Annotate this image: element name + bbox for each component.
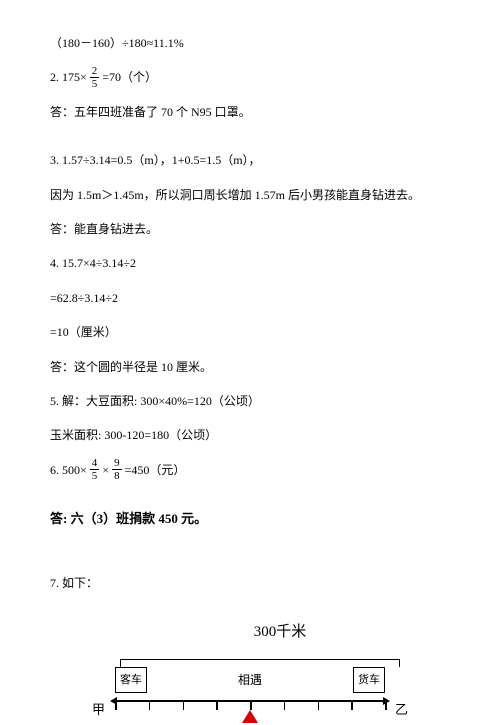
line-1: （180－160）÷180≈11.1% xyxy=(50,30,450,56)
line-4-1: 4. 15.7×4÷3.14÷2 xyxy=(50,250,450,276)
l6-mid: × xyxy=(102,457,109,483)
end-left: 甲 xyxy=(92,696,105,725)
answer-3: 答：能直身钻进去。 xyxy=(50,216,450,242)
l2-suffix: =70（个） xyxy=(102,64,157,90)
l2-prefix: 2. 175× xyxy=(50,64,87,90)
line-6: 6. 500× 4 5 × 9 8 =450（元） xyxy=(50,457,450,483)
answer-6: 答: 六（3）班捐款 450 元。 xyxy=(50,505,450,534)
fraction-4-5: 4 5 xyxy=(90,457,100,482)
frac-num: 9 xyxy=(112,457,122,470)
truck-label: 货车 xyxy=(353,667,385,693)
tick xyxy=(183,700,185,710)
answer-4: 答：这个圆的半径是 10 厘米。 xyxy=(50,354,450,380)
line-5-2: 玉米面积: 300-120=180（公顷） xyxy=(50,422,450,448)
line-5-1: 5. 解：大豆面积: 300×40%=120（公顷） xyxy=(50,388,450,414)
tick xyxy=(318,700,320,710)
tick xyxy=(351,700,353,710)
meet-label: 相遇 xyxy=(238,667,262,693)
l6-suffix: =450（元） xyxy=(125,457,186,483)
line-3-2: 因为 1.5m＞1.45m，所以洞口周长增加 1.57m 后小男孩能直身钻进去。 xyxy=(50,182,450,208)
meeting-point-icon xyxy=(242,710,258,723)
line-4-3: =10（厘米） xyxy=(50,319,450,345)
distance-diagram: 300千米 客车 相遇 货车 甲 乙 xyxy=(80,616,420,724)
frac-den: 5 xyxy=(90,470,100,482)
vehicle-labels: 客车 相遇 货车 xyxy=(115,667,385,693)
tick xyxy=(216,700,218,710)
fraction-2-5: 2 5 xyxy=(90,65,100,90)
number-line: 甲 乙 xyxy=(90,694,410,724)
line-3-1: 3. 1.57÷3.14=0.5（m），1+0.5=1.5（m）， xyxy=(50,147,450,173)
line-4-2: =62.8÷3.14÷2 xyxy=(50,285,450,311)
frac-num: 2 xyxy=(90,65,100,78)
bus-label: 客车 xyxy=(115,667,147,693)
bracket xyxy=(120,651,400,667)
fraction-9-8: 9 8 xyxy=(112,457,122,482)
line-7: 7. 如下： xyxy=(50,570,450,596)
tick xyxy=(250,700,252,710)
answer-2: 答：五年四班准备了 70 个 N95 口罩。 xyxy=(50,99,450,125)
tick xyxy=(115,700,117,710)
tick xyxy=(149,700,151,710)
frac-den: 8 xyxy=(112,470,122,482)
arrow-right-icon xyxy=(383,697,390,705)
end-right: 乙 xyxy=(395,696,408,725)
frac-num: 4 xyxy=(90,457,100,470)
line-2: 2. 175× 2 5 =70（个） xyxy=(50,64,450,90)
distance-label: 300千米 xyxy=(140,616,420,649)
frac-den: 5 xyxy=(90,78,100,90)
l6-prefix: 6. 500× xyxy=(50,457,87,483)
tick xyxy=(284,700,286,710)
